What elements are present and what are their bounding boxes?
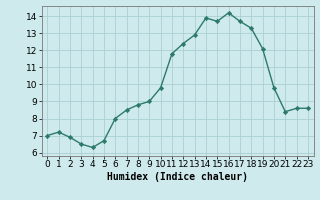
X-axis label: Humidex (Indice chaleur): Humidex (Indice chaleur): [107, 172, 248, 182]
